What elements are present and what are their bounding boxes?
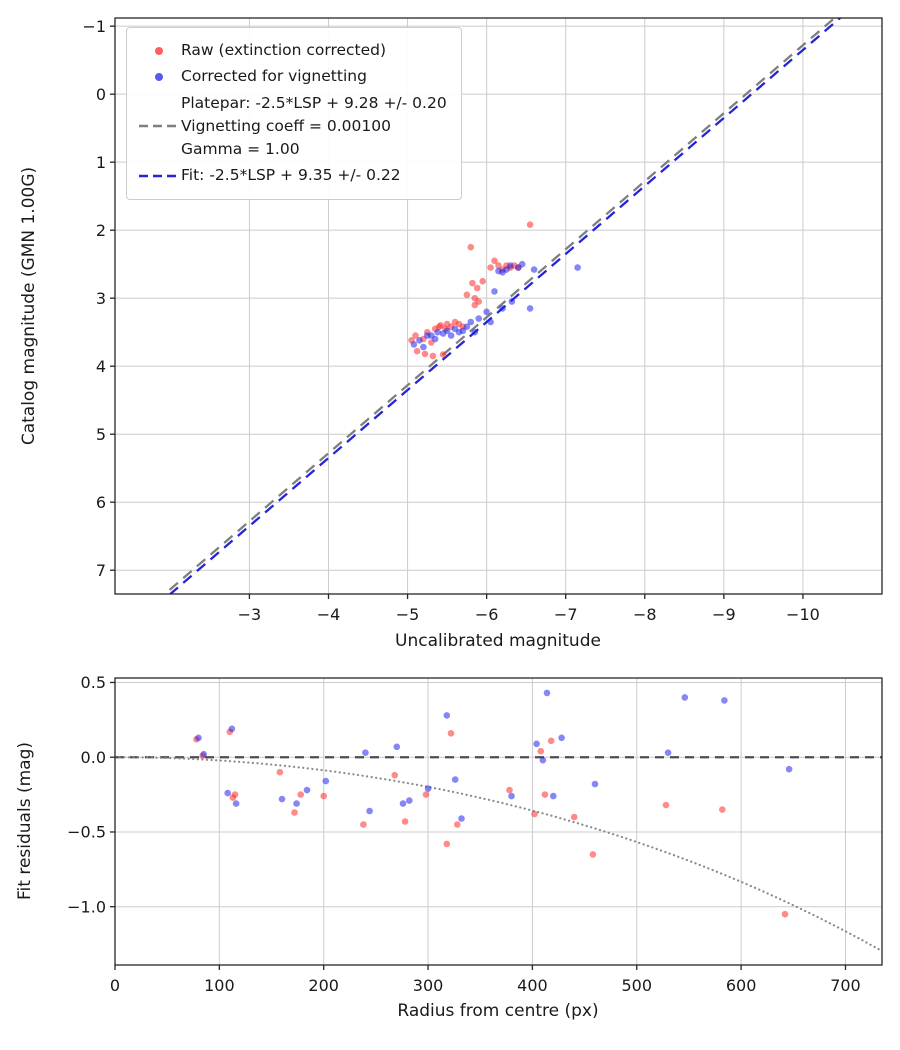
legend-item-vignetting-series: Corrected for vignetting (137, 65, 447, 88)
scatter-vignetting-corrected (410, 260, 581, 351)
axes-frame (114, 17, 883, 595)
gridlines (114, 678, 882, 965)
svg-text:300: 300 (413, 976, 444, 995)
legend-dot-marker (155, 72, 163, 81)
legend-marker-raw-series (137, 46, 181, 55)
legend-item-platepar-line: Platepar: -2.5*LSP + 9.28 +/- 0.20 Vignet… (137, 92, 447, 162)
svg-text:1: 1 (96, 153, 106, 172)
tick-marks (110, 25, 804, 599)
magnitude-chart-ylabel: Catalog magnitude (GMN 1.00G) (19, 167, 39, 445)
svg-text:100: 100 (204, 976, 235, 995)
svg-text:400: 400 (517, 976, 548, 995)
svg-text:0: 0 (96, 85, 106, 104)
svg-text:−0.5: −0.5 (67, 823, 106, 842)
residuals-chart-ylabel: Fit residuals (mag) (15, 742, 35, 900)
svg-text:7: 7 (96, 561, 106, 580)
tick-labels: 0 100 200 300 400 500 600 700 0.5 0.0 −0.5 −1.0 (67, 673, 861, 995)
svg-text:−9: −9 (712, 605, 736, 624)
svg-text:−8: −8 (633, 605, 657, 624)
legend-dot-marker (155, 46, 163, 55)
svg-text:−4: −4 (317, 605, 341, 624)
svg-text:3: 3 (96, 289, 106, 308)
legend-marker-platepar-line (137, 123, 181, 129)
platepar-line (163, 18, 837, 594)
svg-text:2: 2 (96, 221, 106, 240)
svg-text:0: 0 (110, 976, 120, 995)
legend-item-fit-line: Fit: -2.5*LSP + 9.35 +/- 0.22 (137, 164, 447, 187)
svg-text:−7: −7 (554, 605, 578, 624)
legend-label-raw-series: Raw (extinction corrected) (181, 41, 387, 59)
svg-text:500: 500 (621, 976, 652, 995)
scatter-raw-residuals (193, 728, 789, 918)
svg-text:0.5: 0.5 (81, 673, 106, 692)
legend: Raw (extinction corrected) Corrected for … (126, 27, 462, 200)
plot-content (163, 18, 842, 594)
svg-text:−5: −5 (396, 605, 420, 624)
svg-text:6: 6 (96, 493, 106, 512)
residuals-chart-plot-area: 0 100 200 300 400 500 600 700 0.5 0.0 −0.5 −1.0 (67, 673, 883, 995)
legend-label-fit-line: Fit: -2.5*LSP + 9.35 +/- 0.22 (181, 166, 401, 185)
svg-text:−10: −10 (786, 605, 820, 624)
fit-line (168, 18, 842, 594)
legend-label-vignetting-series: Corrected for vignetting (181, 67, 367, 86)
svg-text:200: 200 (308, 976, 339, 995)
residuals-chart: 0 100 200 300 400 500 600 700 0.5 0.0 −0.5 −1.0 Rad… (15, 673, 883, 1021)
tick-marks (110, 681, 847, 970)
svg-text:700: 700 (830, 976, 861, 995)
svg-text:600: 600 (726, 976, 757, 995)
vignetting-loss-curve (115, 756, 881, 951)
magnitude-chart-xlabel: Uncalibrated magnitude (395, 631, 601, 651)
legend-dashed-line-marker (139, 125, 179, 128)
svg-text:−3: −3 (238, 605, 262, 624)
svg-text:−1: −1 (82, 17, 106, 36)
legend-marker-vignetting-series (137, 72, 181, 81)
svg-text:−1.0: −1.0 (67, 897, 106, 916)
svg-text:4: 4 (96, 357, 106, 376)
scatter-vignetting-residuals (195, 689, 793, 822)
plot-content (115, 689, 882, 951)
legend-dashed-line-marker (139, 174, 179, 178)
svg-text:0.0: 0.0 (81, 748, 106, 767)
svg-text:−6: −6 (475, 605, 499, 624)
legend-item-raw-series: Raw (extinction corrected) (137, 39, 447, 62)
residuals-chart-xlabel: Radius from centre (px) (397, 1001, 598, 1021)
legend-label-platepar-line: Platepar: -2.5*LSP + 9.28 +/- 0.20 Vignet… (181, 93, 447, 159)
legend-marker-fit-line (137, 173, 181, 179)
svg-text:5: 5 (96, 425, 106, 444)
axes-frame (114, 677, 883, 966)
